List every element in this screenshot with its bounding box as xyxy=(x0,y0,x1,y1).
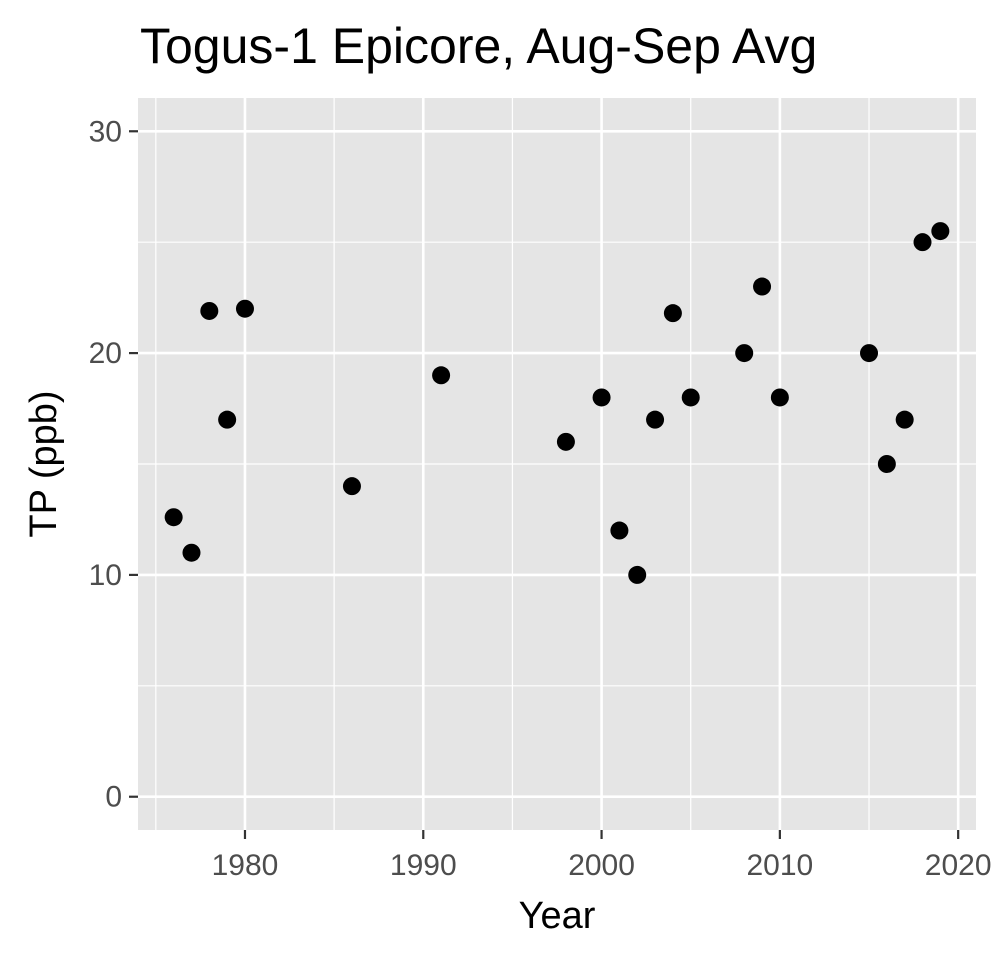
y-tick-label: 0 xyxy=(105,781,122,814)
data-point xyxy=(895,410,914,429)
data-point xyxy=(235,299,254,318)
data-point xyxy=(770,388,789,407)
data-point xyxy=(681,388,700,407)
axis-ticks: 1980 1990 2000 2010 2020 0 10 20 30 xyxy=(89,115,992,882)
x-tick-label: 2010 xyxy=(746,849,813,882)
data-point xyxy=(610,521,629,540)
data-point xyxy=(200,301,219,320)
x-tick-label: 1990 xyxy=(390,849,457,882)
y-tick-label: 30 xyxy=(89,115,122,148)
grid-major xyxy=(138,98,976,830)
y-tick-label: 10 xyxy=(89,559,122,592)
data-point xyxy=(342,477,361,496)
data-point xyxy=(182,543,201,562)
data-point xyxy=(753,277,772,296)
data-points xyxy=(164,222,950,584)
y-tick-label: 20 xyxy=(89,337,122,370)
data-point xyxy=(646,410,665,429)
data-point xyxy=(913,233,932,252)
data-point xyxy=(556,432,575,451)
grid-minor xyxy=(138,98,976,830)
y-axis-title: TP (ppb) xyxy=(23,390,65,537)
data-point xyxy=(735,344,754,363)
data-point xyxy=(628,565,647,584)
data-point xyxy=(432,366,451,385)
x-axis-title: Year xyxy=(519,895,596,937)
data-point xyxy=(592,388,611,407)
data-point xyxy=(218,410,237,429)
x-tick-label: 2000 xyxy=(568,849,635,882)
data-point xyxy=(860,344,879,363)
data-point xyxy=(164,508,183,527)
data-point xyxy=(931,222,950,241)
data-point xyxy=(663,304,682,323)
chart-title: Togus-1 Epicore, Aug-Sep Avg xyxy=(140,18,818,74)
data-point xyxy=(877,455,896,473)
x-tick-label: 1980 xyxy=(212,849,279,882)
x-tick-label: 2020 xyxy=(925,849,992,882)
